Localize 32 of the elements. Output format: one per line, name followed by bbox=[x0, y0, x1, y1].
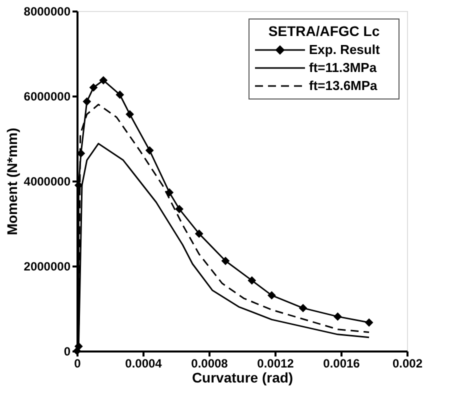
x-axis-title: Curvature (rad) bbox=[192, 370, 294, 386]
point bbox=[268, 291, 276, 300]
point bbox=[298, 304, 308, 312]
point bbox=[364, 318, 374, 327]
point bbox=[145, 146, 154, 155]
x-tick-label: 0.002 bbox=[392, 356, 423, 370]
y-tick-label: 4000000 bbox=[24, 174, 71, 188]
legend-label: Exp. Result bbox=[309, 42, 380, 57]
point bbox=[165, 188, 174, 197]
x-tick-label: 0.0004 bbox=[125, 356, 162, 370]
x-tick-label: 0.0016 bbox=[323, 356, 360, 370]
point bbox=[99, 76, 108, 84]
x-tick-label: 0.0008 bbox=[191, 356, 228, 370]
point bbox=[194, 230, 204, 238]
point bbox=[334, 312, 342, 321]
y-tick-label: 2000000 bbox=[24, 260, 71, 274]
point bbox=[248, 276, 256, 285]
y-tick-label: 8000000 bbox=[24, 4, 71, 18]
point bbox=[175, 204, 184, 214]
y-axis-title: Moment (N*mm) bbox=[4, 128, 20, 236]
point bbox=[82, 97, 92, 106]
x-tick-label: 0 bbox=[74, 356, 82, 370]
x-tick-label: 0.0012 bbox=[257, 356, 294, 370]
point bbox=[116, 90, 124, 99]
legend-title: SETRA/AFGC Lc bbox=[268, 23, 380, 39]
point bbox=[221, 256, 230, 266]
y-tick-label: 0 bbox=[64, 344, 71, 358]
point bbox=[126, 110, 134, 118]
point bbox=[89, 83, 98, 92]
legend-label: ft=13.6MPa bbox=[309, 78, 378, 93]
y-tick-label: 6000000 bbox=[24, 90, 71, 104]
legend-label: ft=11.3MPa bbox=[309, 60, 378, 75]
